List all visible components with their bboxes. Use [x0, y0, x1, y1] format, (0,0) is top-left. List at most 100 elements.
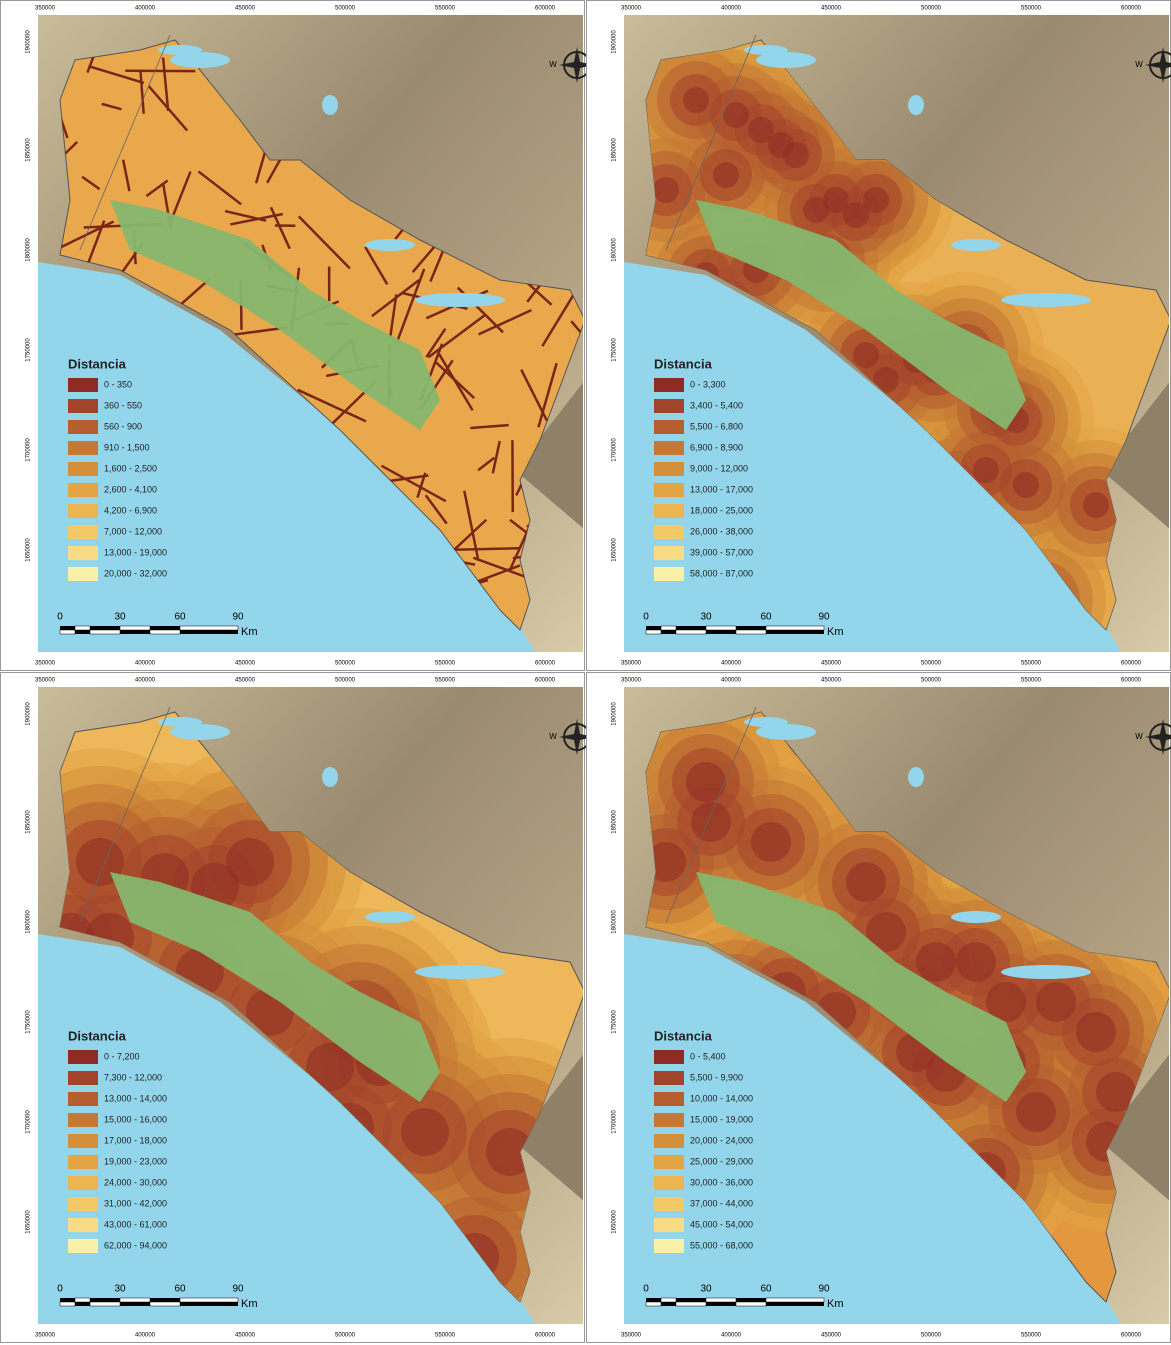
distance-ring [956, 942, 996, 982]
x-coordinate-label: 600000 [1121, 678, 1142, 684]
legend-label: 30,000 - 36,000 [690, 1177, 753, 1187]
scale-segment [766, 1298, 824, 1302]
map-panel: 3500003500004000004000004500004500005000… [576, 673, 1171, 1343]
legend-swatch [654, 1092, 684, 1106]
legend-label: 7,000 - 12,000 [104, 526, 162, 536]
lagoon [1001, 293, 1091, 307]
x-coordinate-label: 400000 [135, 661, 156, 667]
x-coordinate-label: 400000 [721, 678, 742, 684]
distance-ring [1036, 982, 1076, 1022]
scale-segment [661, 1298, 676, 1302]
legend-label: 6,900 - 8,900 [690, 442, 743, 452]
y-coordinate-label: 1750000 [26, 338, 32, 362]
scale-segment [766, 1302, 824, 1306]
scale-label: 30 [114, 1284, 126, 1295]
legend-swatch [654, 462, 684, 476]
scale-segment [646, 630, 661, 634]
x-coordinate-label: 550000 [1021, 1333, 1042, 1339]
scale-segment [60, 1302, 75, 1306]
scale-segment [75, 630, 90, 634]
x-coordinate-label: 600000 [535, 1333, 556, 1339]
lagoon [322, 95, 338, 115]
scale-segment [120, 1298, 150, 1302]
legend-label: 45,000 - 54,000 [690, 1219, 753, 1229]
legend-label: 55,000 - 68,000 [690, 1240, 753, 1250]
scale-segment [75, 1302, 90, 1306]
legend-label: 4,200 - 6,900 [104, 505, 157, 515]
legend-swatch [654, 1155, 684, 1169]
scale-segment [120, 1302, 150, 1306]
x-coordinate-label: 450000 [821, 6, 842, 12]
legend-swatch [654, 525, 684, 539]
legend-label: 43,000 - 61,000 [104, 1219, 167, 1229]
legend-label: 13,000 - 14,000 [104, 1093, 167, 1103]
distance-ring [1016, 1092, 1056, 1132]
scale-segment [180, 630, 238, 634]
distance-ring [751, 822, 791, 862]
compass-label: W [549, 732, 557, 741]
y-coordinate-label: 1700000 [26, 438, 32, 462]
scale-label: 90 [232, 1284, 244, 1295]
legend-swatch [654, 1050, 684, 1064]
legend-label: 0 - 3,300 [690, 379, 726, 389]
legend-swatch [654, 1197, 684, 1211]
scale-segment [706, 630, 736, 634]
legend-swatch [654, 1071, 684, 1085]
legend-swatch [68, 420, 98, 434]
x-coordinate-label: 550000 [435, 661, 456, 667]
scale-segment [90, 630, 120, 634]
legend-swatch [654, 1218, 684, 1232]
scale-label: 60 [174, 612, 186, 623]
scale-segment [736, 626, 766, 630]
distance-ring [686, 762, 726, 802]
scale-segment [180, 1298, 238, 1302]
scale-segment [676, 626, 706, 630]
legend-swatch [68, 1113, 98, 1127]
x-coordinate-label: 600000 [1121, 1333, 1142, 1339]
x-coordinate-label: 450000 [821, 1333, 842, 1339]
scale-segment [60, 626, 75, 630]
x-coordinate-label: 350000 [35, 6, 56, 12]
y-coordinate-label: 1900000 [612, 30, 618, 54]
x-coordinate-label: 450000 [235, 678, 256, 684]
legend-label: 26,000 - 38,000 [690, 526, 753, 536]
x-coordinate-label: 600000 [535, 678, 556, 684]
legend-label: 58,000 - 87,000 [690, 568, 753, 578]
legend-swatch [68, 1134, 98, 1148]
x-coordinate-label: 550000 [435, 1333, 456, 1339]
x-coordinate-label: 400000 [721, 6, 742, 12]
legend-swatch [68, 483, 98, 497]
scale-label: 60 [760, 1284, 772, 1295]
x-coordinate-label: 400000 [721, 1333, 742, 1339]
legend-swatch [68, 378, 98, 392]
distance-ring [723, 102, 749, 128]
y-coordinate-label: 1800000 [612, 238, 618, 262]
legend-label: 15,000 - 16,000 [104, 1114, 167, 1124]
x-coordinate-label: 350000 [621, 1333, 642, 1339]
distance-ring [916, 942, 956, 982]
scale-segment [736, 1298, 766, 1302]
scale-label: 0 [57, 612, 63, 623]
scale-segment [676, 1302, 706, 1306]
compass-label: W [549, 60, 557, 69]
x-coordinate-label: 350000 [35, 678, 56, 684]
scale-segment [706, 626, 736, 630]
legend-label: 31,000 - 42,000 [104, 1198, 167, 1208]
scale-segment [150, 1302, 180, 1306]
y-coordinate-label: 1850000 [612, 138, 618, 162]
distance-ring [846, 862, 886, 902]
legend-label: 5,500 - 6,800 [690, 421, 743, 431]
x-coordinate-label: 350000 [621, 661, 642, 667]
distance-ring [1076, 1012, 1116, 1052]
x-coordinate-label: 400000 [135, 6, 156, 12]
x-coordinate-label: 400000 [135, 678, 156, 684]
x-coordinate-label: 500000 [921, 6, 942, 12]
legend-label: 10,000 - 14,000 [690, 1093, 753, 1103]
lagoon [322, 767, 338, 787]
scale-unit: Km [827, 626, 844, 638]
legend-swatch [68, 1071, 98, 1085]
scale-segment [661, 1302, 676, 1306]
legend-swatch [68, 441, 98, 455]
distance-ring [713, 162, 739, 188]
distance-ring [853, 342, 879, 368]
